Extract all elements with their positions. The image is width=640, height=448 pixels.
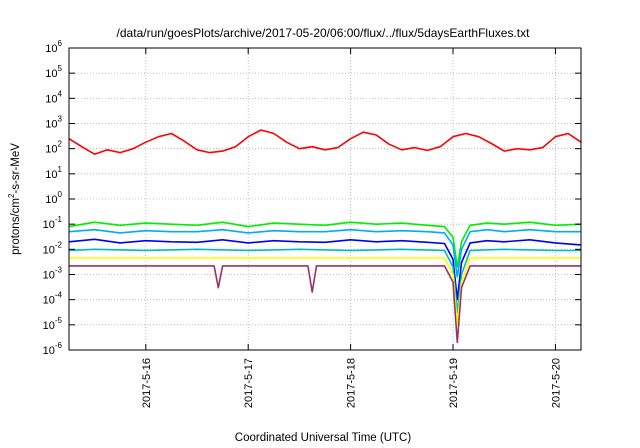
x-tick-label: 2017-5-20	[550, 358, 562, 408]
series-line	[69, 265, 581, 344]
y-axis-label: protons/cm2-s-sr-MeV	[7, 143, 22, 255]
series-line	[68, 221, 582, 268]
x-axis: 2017-5-16 2017-5-17 2017-5-18 2017-5-19 2017…	[141, 48, 562, 408]
y-tick-label: 105	[45, 64, 62, 80]
series-layer	[68, 129, 582, 344]
x-tick-label: 2017-5-16	[141, 358, 153, 408]
y-tick-label: 103	[45, 115, 62, 131]
y-tick-label: 10-3	[43, 266, 63, 282]
x-tick-label: 2017-5-19	[448, 358, 460, 408]
series-line	[68, 228, 581, 278]
y-axis-label-part: protons/cm	[10, 198, 22, 255]
y-tick-label: 102	[45, 140, 62, 156]
x-tick-label: 2017-5-18	[346, 358, 358, 408]
x-axis-label: Coordinated Universal Time (UTC)	[235, 432, 412, 444]
y-axis-label-exponent: 2	[7, 193, 16, 198]
chart-title: /data/run/goesPlots/archive/2017-05-20/0…	[117, 26, 531, 40]
x-tick-label: 2017-5-17	[243, 358, 255, 408]
y-tick-label: 100	[45, 190, 62, 206]
y-tick-label: 106	[45, 39, 62, 55]
y-tick-label: 10-2	[43, 240, 63, 256]
y-tick-label: 101	[45, 165, 62, 181]
series-line	[68, 129, 582, 155]
grid-lines	[69, 48, 581, 350]
y-tick-label: 10-1	[43, 215, 63, 231]
y-tick-label: 10-6	[43, 341, 63, 357]
y-tick-label: 104	[45, 89, 62, 105]
y-tick-label: 10-5	[43, 316, 63, 332]
y-tick-label: 10-4	[43, 291, 63, 307]
series-line	[68, 248, 581, 314]
y-axis-label-part: -s-sr-MeV	[10, 143, 22, 194]
series-line	[69, 257, 581, 326]
y-axis: 10-6 10-5 10-4 10-3 10-2 10-1 100 101 102 103 104 1…	[43, 39, 581, 357]
series-line	[68, 238, 582, 301]
